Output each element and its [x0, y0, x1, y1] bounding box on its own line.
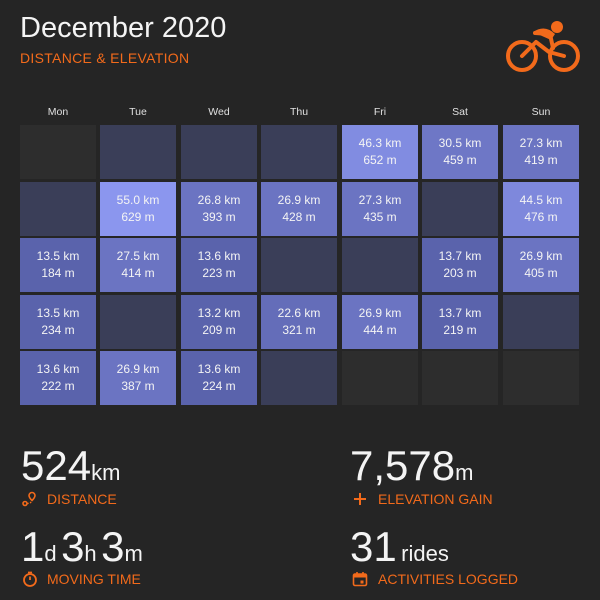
cell-elevation: 203 m	[443, 266, 477, 280]
cell-elevation: 419 m	[524, 153, 558, 167]
cell-distance: 26.8 km	[197, 193, 241, 207]
cyclist-icon	[506, 21, 580, 72]
cell-distance: 26.9 km	[277, 193, 321, 207]
cell-elevation: 222 m	[41, 379, 75, 393]
cell-distance: 26.9 km	[358, 306, 402, 320]
cell-elevation: 219 m	[443, 323, 477, 337]
calendar-cell-ride[interactable]: 55.0 km 629 m	[100, 182, 176, 236]
cell-distance: 13.5 km	[36, 306, 80, 320]
cell-elevation: 184 m	[41, 266, 75, 280]
cell-elevation: 224 m	[202, 379, 236, 393]
cell-distance: 27.3 km	[519, 136, 563, 150]
cell-elevation: 652 m	[363, 153, 397, 167]
calendar-cell-ride[interactable]: 13.6 km 223 m	[181, 238, 257, 292]
rides-value: 31 rides	[350, 523, 449, 570]
calendar-cell-ride[interactable]: 26.9 km 444 m	[342, 295, 418, 349]
weekday-label-mon: Mon	[47, 106, 69, 118]
page-title: December 2020	[20, 12, 227, 44]
cell-elevation: 405 m	[524, 266, 558, 280]
calendar-cell-ride[interactable]: 30.5 km 459 m	[422, 125, 498, 179]
cell-distance: 13.7 km	[438, 249, 482, 263]
cell-distance: 26.9 km	[116, 362, 160, 376]
calendar-cell-no-ride	[100, 125, 176, 179]
calendar-cell-ride[interactable]: 26.9 km 405 m	[503, 238, 579, 292]
cell-distance: 26.9 km	[519, 249, 563, 263]
calendar-cell-ride[interactable]: 13.6 km 224 m	[181, 351, 257, 405]
calendar-cell-no-ride	[261, 125, 337, 179]
weekday-label-sat: Sat	[452, 106, 468, 118]
calendar-cell-ride[interactable]: 27.5 km 414 m	[100, 238, 176, 292]
cell-elevation: 444 m	[363, 323, 397, 337]
calendar-cell-ride[interactable]: 27.3 km 419 m	[503, 125, 579, 179]
weekday-label-thu: Thu	[289, 106, 309, 118]
page-subtitle: DISTANCE & ELEVATION	[20, 50, 190, 66]
cell-distance: 30.5 km	[438, 136, 482, 150]
calendar-cell-ride[interactable]: 13.5 km 184 m	[20, 238, 96, 292]
route-pin-icon	[22, 491, 36, 507]
cell-distance: 22.6 km	[277, 306, 321, 320]
cell-distance: 46.3 km	[358, 136, 402, 150]
calendar-cell-ride[interactable]: 26.9 km 428 m	[261, 182, 337, 236]
rides-label: ACTIVITIES LOGGED	[378, 571, 519, 587]
calendar-cell-ride[interactable]: 44.5 km 476 m	[503, 182, 579, 236]
cell-elevation: 435 m	[363, 210, 397, 224]
calendar-cell-ride[interactable]: 13.2 km 209 m	[181, 295, 257, 349]
calendar-cell-ride[interactable]: 22.6 km 321 m	[261, 295, 337, 349]
calendar-cell-ride[interactable]: 27.3 km 435 m	[342, 182, 418, 236]
cell-distance: 13.6 km	[197, 362, 241, 376]
calendar-cell-ride[interactable]: 13.6 km 222 m	[20, 351, 96, 405]
weekday-label-fri: Fri	[373, 106, 387, 118]
calendar-cell-no-ride	[100, 295, 176, 349]
calendar-cell-outside-month	[342, 351, 418, 405]
distance-value: 524km	[21, 442, 121, 489]
calendar-cell-ride[interactable]: 26.8 km 393 m	[181, 182, 257, 236]
calendar-cell-no-ride	[422, 182, 498, 236]
calendar-cell-ride[interactable]: 13.7 km 219 m	[422, 295, 498, 349]
stopwatch-icon	[23, 571, 37, 587]
calendar-cell-ride[interactable]: 13.7 km 203 m	[422, 238, 498, 292]
moving-time-value: 1d 3h 3m	[21, 523, 143, 570]
calendar-cell-outside-month	[20, 125, 96, 179]
cell-elevation: 459 m	[443, 153, 477, 167]
cell-elevation: 414 m	[121, 266, 155, 280]
cell-distance: 44.5 km	[519, 193, 563, 207]
cell-elevation: 393 m	[202, 210, 236, 224]
calendar-cell-no-ride	[261, 238, 337, 292]
cell-elevation: 223 m	[202, 266, 236, 280]
cell-elevation: 428 m	[282, 210, 316, 224]
calendar-cell-no-ride	[342, 238, 418, 292]
cell-distance: 13.5 km	[36, 249, 80, 263]
calendar-cell-ride[interactable]: 46.3 km 652 m	[342, 125, 418, 179]
cell-elevation: 234 m	[41, 323, 75, 337]
calendar-cell-no-ride	[20, 182, 96, 236]
cell-distance: 27.5 km	[116, 249, 160, 263]
cell-elevation: 629 m	[121, 210, 155, 224]
moving-time-label: MOVING TIME	[47, 571, 141, 587]
cell-elevation: 476 m	[524, 210, 558, 224]
distance-label: DISTANCE	[47, 491, 117, 507]
weekday-label-wed: Wed	[208, 106, 230, 118]
cell-elevation: 387 m	[121, 379, 155, 393]
calendar-cell-ride[interactable]: 26.9 km 387 m	[100, 351, 176, 405]
cell-elevation: 209 m	[202, 323, 236, 337]
calendar-cell-outside-month	[503, 351, 579, 405]
calendar-icon	[352, 572, 368, 587]
calendar-cell-no-ride	[503, 295, 579, 349]
cell-distance: 13.2 km	[197, 306, 241, 320]
calendar-cell-ride[interactable]: 13.5 km 234 m	[20, 295, 96, 349]
elevation-label: ELEVATION GAIN	[378, 491, 493, 507]
cell-distance: 13.7 km	[438, 306, 482, 320]
weekday-label-sun: Sun	[531, 106, 551, 118]
cell-distance: 55.0 km	[116, 193, 160, 207]
cell-distance: 13.6 km	[36, 362, 80, 376]
calendar-cell-no-ride	[261, 351, 337, 405]
weekday-label-tue: Tue	[129, 106, 147, 118]
cell-elevation: 321 m	[282, 323, 316, 337]
calendar-cell-no-ride	[181, 125, 257, 179]
elevation-value: 7,578m	[350, 442, 474, 489]
cell-distance: 13.6 km	[197, 249, 241, 263]
cell-distance: 27.3 km	[358, 193, 402, 207]
calendar-cell-outside-month	[422, 351, 498, 405]
plus-icon	[354, 493, 366, 505]
